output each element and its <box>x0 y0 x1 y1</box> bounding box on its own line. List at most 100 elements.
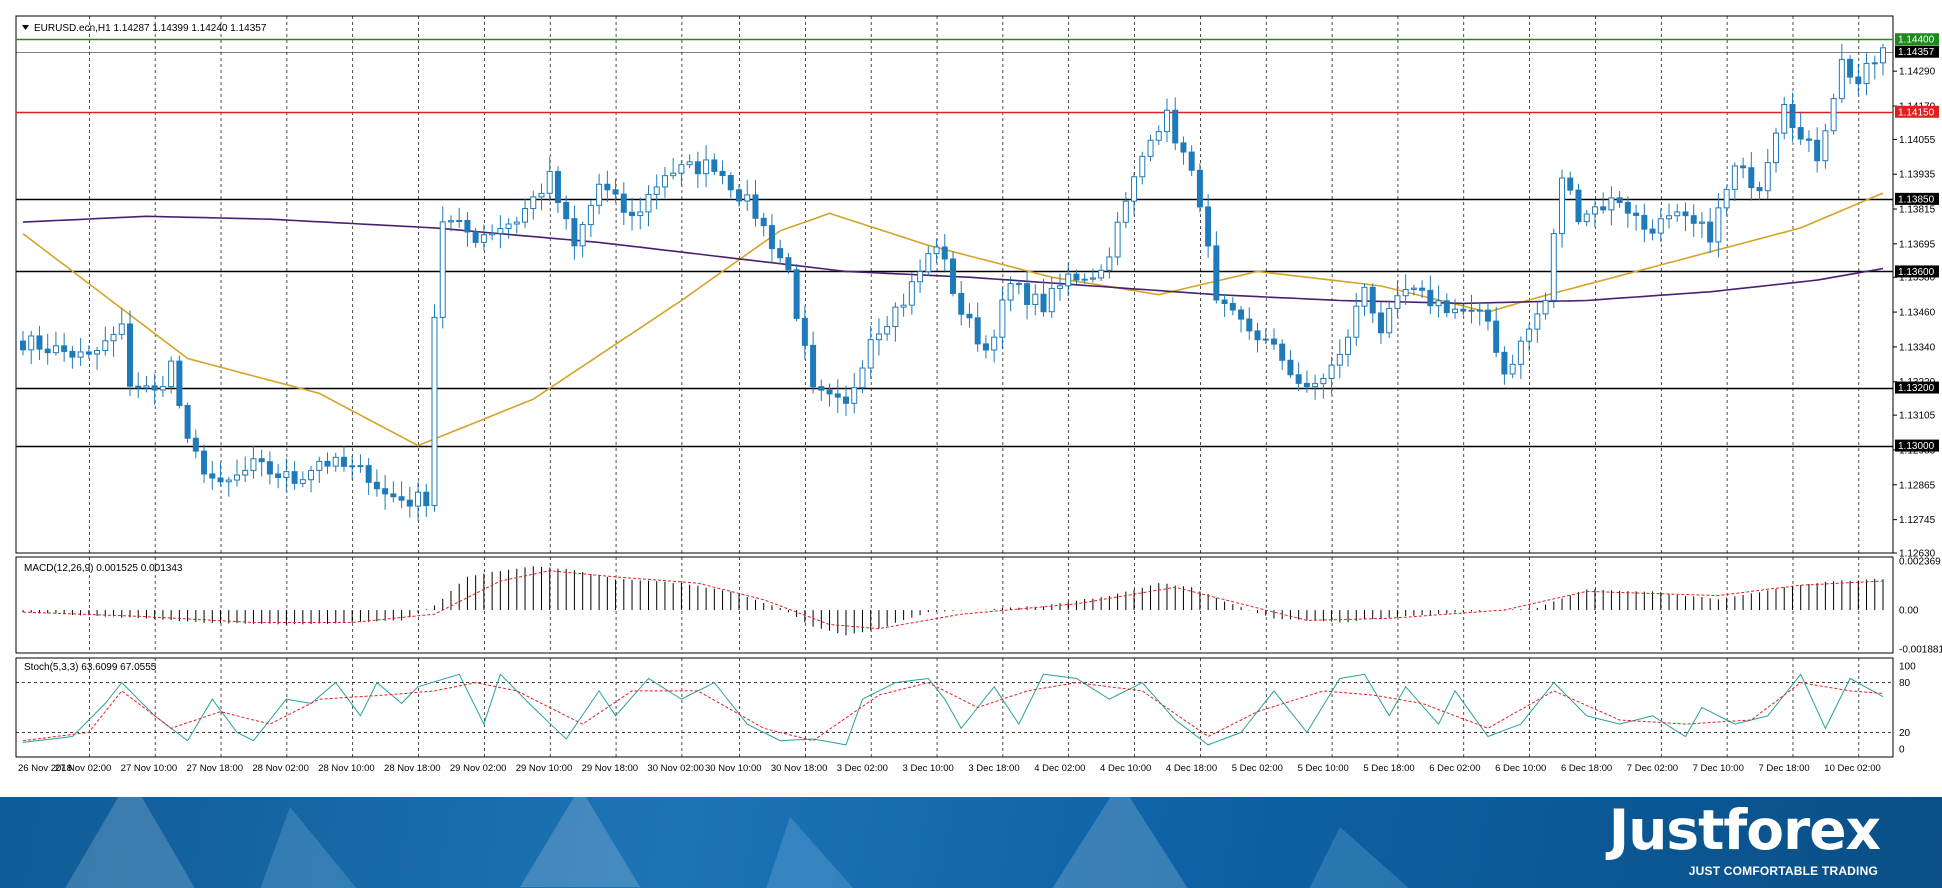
candle-body <box>1748 167 1755 189</box>
candle-body <box>925 253 932 273</box>
candle-body <box>1106 256 1113 271</box>
x-tick-label: 7 Dec 18:00 <box>1758 763 1809 774</box>
candle-body <box>406 499 413 507</box>
candle-body <box>1822 130 1829 162</box>
candle-body <box>513 221 520 225</box>
candle-body <box>1641 214 1648 230</box>
candle-body <box>941 246 948 260</box>
candle-body <box>168 360 175 388</box>
candle-body <box>892 306 899 328</box>
candle-body <box>629 211 636 217</box>
candle-body <box>1567 177 1574 191</box>
candle-body <box>1468 309 1475 312</box>
panel-frame <box>15 657 1894 758</box>
candle-body <box>489 232 496 236</box>
chart-area[interactable]: 1.142901.141701.140551.139351.138151.136… <box>0 0 1942 797</box>
stoch-tick-label: 100 <box>1899 662 1916 673</box>
candle-body <box>950 258 956 294</box>
candle-body <box>1295 374 1302 384</box>
candle-body <box>1188 151 1195 171</box>
candle-body <box>785 257 792 271</box>
candle-body <box>1797 127 1804 140</box>
candle-body <box>340 456 347 467</box>
candle-body <box>250 458 257 471</box>
candle-body <box>1386 307 1393 334</box>
candle-body <box>867 339 874 369</box>
candle-body <box>801 317 808 346</box>
candle-body <box>1863 63 1870 85</box>
candle-body <box>1172 109 1179 144</box>
candle-body <box>1007 283 1014 301</box>
candle-body <box>1246 318 1253 332</box>
candle-body <box>563 202 570 220</box>
candle-body <box>192 437 199 452</box>
candle-body <box>1163 109 1170 133</box>
candle-body <box>1114 221 1121 258</box>
candle-body <box>373 481 380 490</box>
candle-body <box>538 192 545 198</box>
candle-body <box>1649 228 1656 234</box>
y-tick-label: 1.13580 <box>1899 273 1936 284</box>
brand-logo[interactable]: Justforex <box>1608 798 1881 862</box>
x-tick-label: 6 Dec 18:00 <box>1561 763 1612 774</box>
candle-body <box>36 335 43 350</box>
candle-body <box>1616 197 1623 204</box>
candle-body <box>126 323 133 387</box>
candle-body <box>1147 139 1154 157</box>
candle-body <box>291 471 298 484</box>
candle-body <box>1131 176 1138 202</box>
candle-body <box>834 393 841 398</box>
candle-body <box>1575 189 1582 223</box>
y-tick-label: 1.14290 <box>1899 67 1936 78</box>
candle-body <box>1814 139 1821 162</box>
x-tick-label: 6 Dec 10:00 <box>1495 763 1546 774</box>
candle-body <box>1600 206 1607 211</box>
candle-body <box>77 351 84 358</box>
candle-body <box>1550 233 1557 301</box>
candle-body <box>1847 58 1854 78</box>
candle-body <box>1279 343 1286 361</box>
candle-body <box>1493 320 1500 353</box>
candle-body <box>587 204 594 226</box>
candle-body <box>793 269 800 319</box>
candle-body <box>1369 286 1376 314</box>
candle-body <box>1073 273 1080 281</box>
candle-body <box>184 405 191 439</box>
candle-body <box>777 248 784 259</box>
candle-body <box>530 196 537 209</box>
macd-histogram <box>22 566 1884 636</box>
y-tick-label: 1.13460 <box>1899 308 1936 319</box>
candle-body <box>266 461 273 475</box>
dropdown-triangle-icon[interactable] <box>22 25 29 30</box>
x-tick-label: 27 Nov 02:00 <box>55 763 112 774</box>
candle-body <box>1270 338 1277 345</box>
price-level-label: 1.13600 <box>1898 267 1935 278</box>
candle-body <box>316 460 323 471</box>
candle-body <box>917 271 924 283</box>
candle-body <box>1534 313 1541 330</box>
y-tick-label: 1.12745 <box>1899 515 1936 526</box>
candle-body <box>1402 288 1409 297</box>
candle-body <box>1180 142 1187 153</box>
candle-body <box>620 193 627 213</box>
candle-body <box>52 345 59 354</box>
price-level-label: 1.14400 <box>1898 35 1935 46</box>
candle-body <box>752 194 759 219</box>
candle-body <box>1452 308 1459 314</box>
candle-body <box>118 323 125 335</box>
stoch-signal-line <box>22 682 1884 742</box>
candle-body <box>661 175 668 188</box>
candle-body <box>201 450 208 475</box>
candle-body <box>1312 383 1319 388</box>
candle-body <box>472 231 479 243</box>
candle-body <box>1690 215 1697 224</box>
macd-signal-line <box>22 570 1884 630</box>
candle-body <box>1542 299 1549 315</box>
panel-frames <box>15 15 1894 758</box>
candle-body <box>711 159 718 172</box>
candle-body <box>324 460 331 467</box>
candle-body <box>1764 162 1771 192</box>
candle-body <box>505 223 512 230</box>
candle-body <box>143 385 150 389</box>
candle-body <box>357 465 364 468</box>
